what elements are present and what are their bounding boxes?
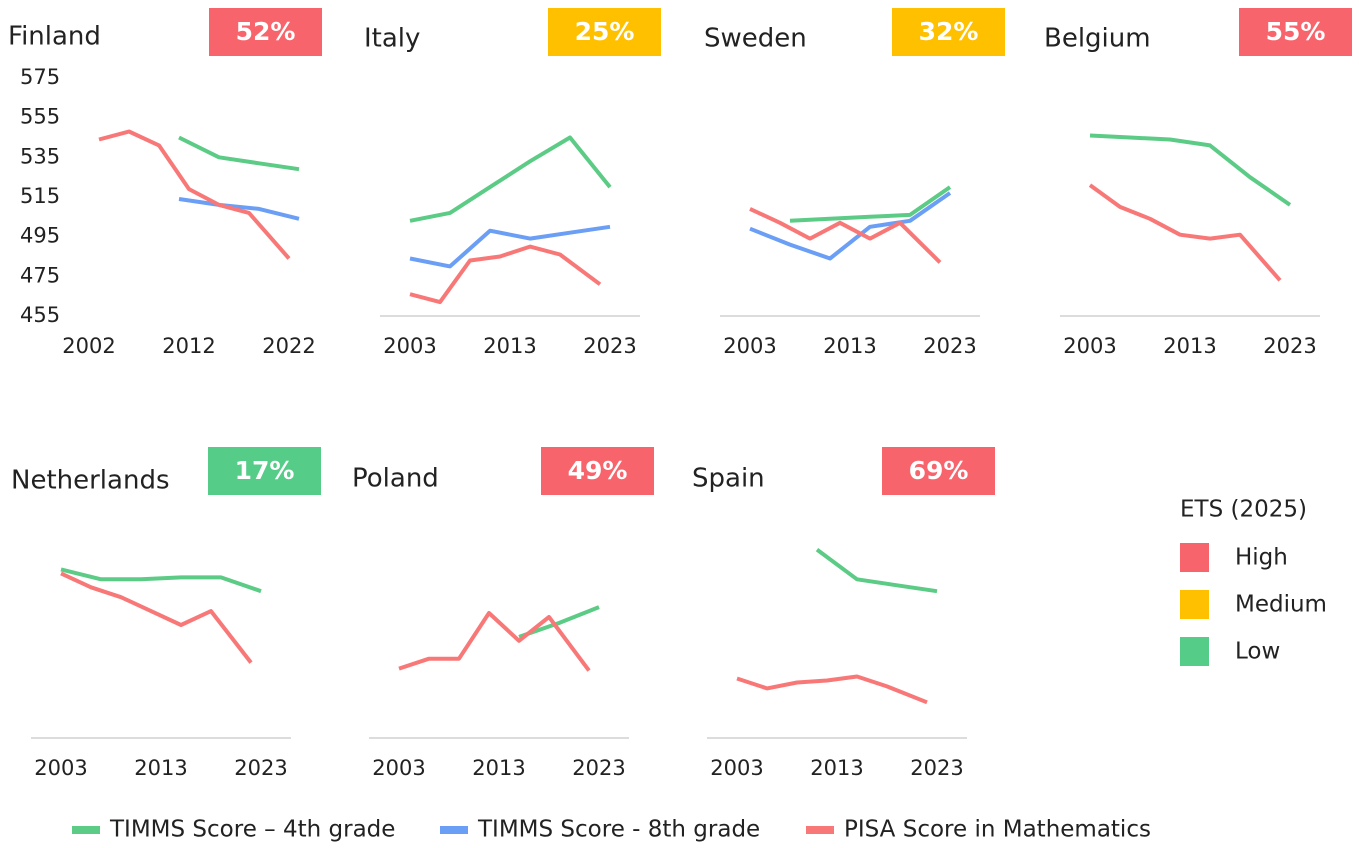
- x-tick-label: 2003: [710, 756, 763, 780]
- x-tick-label: 2023: [583, 334, 636, 358]
- panel-title: Spain: [692, 464, 765, 494]
- panel-title: Netherlands: [11, 466, 170, 496]
- x-tick-label: 2003: [34, 756, 87, 780]
- badge: [882, 447, 995, 495]
- legend-swatch: [440, 826, 468, 834]
- series-line: TIMMS Score – 4th grade: [815, 547, 938, 594]
- badge: [1239, 8, 1352, 56]
- legend-swatch: [806, 826, 834, 834]
- badge-label: 32%: [919, 17, 979, 46]
- panel-title: Sweden: [704, 24, 807, 54]
- badge: [541, 447, 654, 495]
- legend-label: PISA Score in Mathematics: [844, 817, 1151, 843]
- series-line: TIMMS Score – 4th grade: [178, 135, 300, 172]
- badge: [209, 8, 322, 56]
- series-line: PISA Score in Mathematics: [1088, 183, 1282, 282]
- badge-label: 17%: [235, 456, 295, 485]
- badge-label: 69%: [909, 456, 969, 485]
- badge-label: 52%: [236, 17, 296, 46]
- panel-title: Finland: [8, 22, 101, 52]
- x-tick-label: 2022: [262, 334, 315, 358]
- ets-swatch: [1180, 543, 1209, 572]
- series-line: PISA Score in Mathematics: [736, 674, 928, 705]
- badge-label: 25%: [575, 17, 635, 46]
- x-tick-label: 2003: [723, 334, 776, 358]
- y-tick-label: 555: [20, 105, 60, 129]
- x-tick-label: 2023: [1263, 334, 1316, 358]
- badge-label: 49%: [568, 456, 628, 485]
- series-line: PISA Score in Mathematics: [60, 571, 253, 664]
- series-line: PISA Score in Mathematics: [409, 244, 602, 305]
- y-tick-label: 575: [20, 65, 60, 89]
- y-tick-label: 495: [20, 224, 60, 248]
- badge-label: 55%: [1266, 17, 1326, 46]
- series-line: TIMMS Score - 8th grade: [749, 191, 952, 261]
- series-line: TIMMS Score – 4th grade: [409, 135, 612, 223]
- badge: [208, 447, 321, 495]
- panel-title: Belgium: [1044, 24, 1151, 54]
- x-tick-label: 2003: [1063, 334, 1116, 358]
- series-line: PISA Score in Mathematics: [398, 611, 591, 672]
- x-tick-label: 2013: [134, 756, 187, 780]
- badge: [892, 8, 1005, 56]
- x-tick-label: 2013: [1163, 334, 1216, 358]
- series-line: TIMMS Score – 4th grade: [60, 567, 262, 594]
- ets-label: High: [1235, 545, 1288, 571]
- x-tick-label: 2013: [810, 756, 863, 780]
- legend-label: TIMMS Score - 8th grade: [477, 817, 760, 843]
- series-line: PISA Score in Mathematics: [749, 207, 942, 264]
- ets-label: Medium: [1235, 592, 1327, 618]
- ets-label: Low: [1235, 639, 1280, 665]
- x-tick-label: 2013: [483, 334, 536, 358]
- series-line: TIMMS Score - 8th grade: [409, 224, 611, 269]
- ets-swatch: [1180, 637, 1209, 666]
- x-tick-label: 2003: [383, 334, 436, 358]
- x-tick-label: 2012: [162, 334, 215, 358]
- x-tick-label: 2023: [910, 756, 963, 780]
- series-line: TIMMS Score - 8th grade: [178, 197, 300, 221]
- y-tick-label: 475: [20, 263, 60, 287]
- x-tick-label: 2013: [472, 756, 525, 780]
- x-tick-label: 2003: [372, 756, 425, 780]
- x-tick-label: 2023: [234, 756, 287, 780]
- x-tick-label: 2013: [823, 334, 876, 358]
- ets-swatch: [1180, 590, 1209, 619]
- series-line: PISA Score in Mathematics: [98, 129, 291, 260]
- y-tick-label: 535: [20, 144, 60, 168]
- panel-title: Poland: [352, 464, 439, 494]
- badge: [548, 8, 661, 56]
- series-line: TIMMS Score – 4th grade: [1089, 133, 1292, 207]
- x-tick-label: 2002: [62, 334, 115, 358]
- y-tick-label: 455: [20, 303, 60, 327]
- ets-legend-title: ETS (2025): [1180, 497, 1307, 523]
- series-line: TIMMS Score – 4th grade: [789, 185, 952, 223]
- legend-label: TIMMS Score – 4th grade: [109, 817, 395, 843]
- panel-title: Italy: [364, 24, 420, 54]
- x-tick-label: 2023: [923, 334, 976, 358]
- x-tick-label: 2023: [572, 756, 625, 780]
- y-tick-label: 515: [20, 184, 60, 208]
- legend-swatch: [72, 826, 100, 834]
